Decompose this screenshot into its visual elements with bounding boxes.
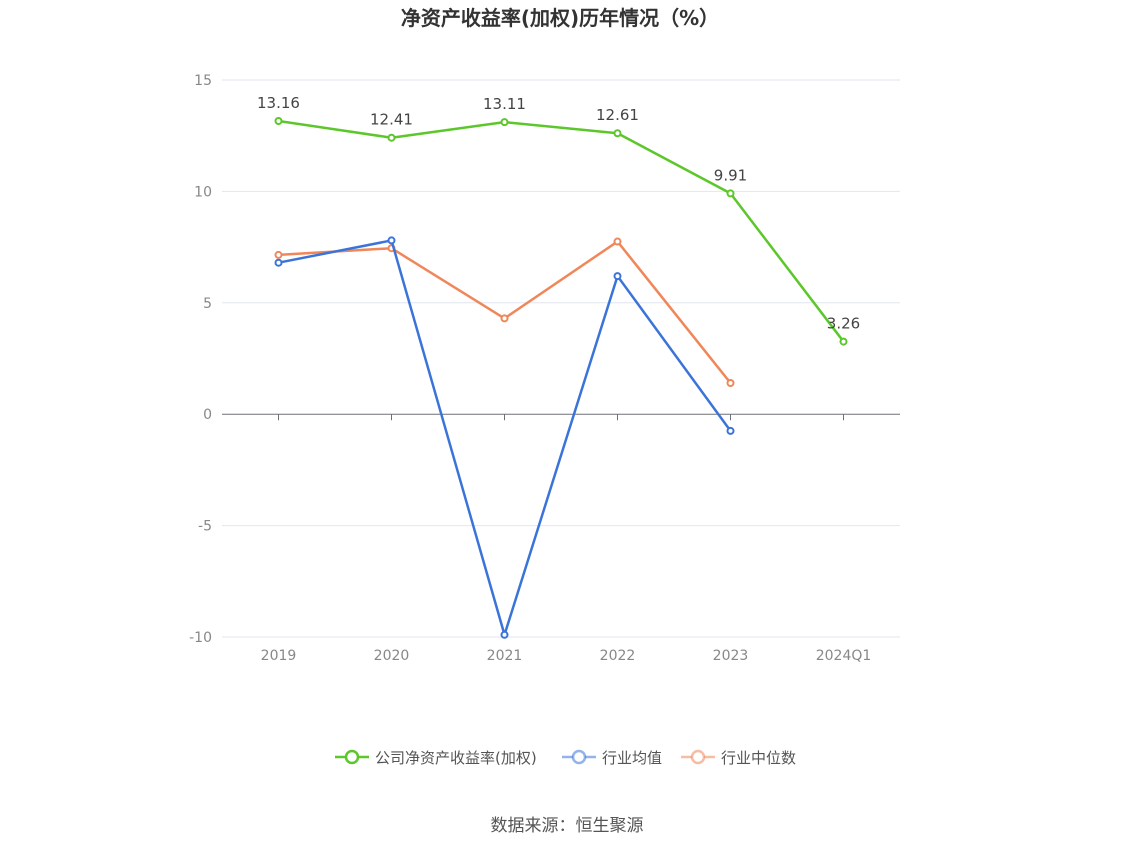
- legend-marker: [690, 749, 706, 765]
- data-point: [500, 314, 509, 323]
- chart-title: 净资产收益率(加权)历年情况（%）: [401, 6, 719, 30]
- legend: 公司净资产收益率(加权) 行业均值 行业中位数: [335, 749, 796, 767]
- data-labels: 13.16 12.41 13.11 12.61 9.91 3.26: [257, 94, 860, 333]
- legend-item[interactable]: 公司净资产收益率(加权): [335, 749, 537, 767]
- data-point: [726, 426, 735, 435]
- data-point: [500, 630, 509, 639]
- legend-label: 行业均值: [602, 749, 662, 767]
- x-tick-label: 2024Q1: [816, 648, 872, 664]
- data-point: [839, 337, 848, 346]
- data-point: [613, 129, 622, 138]
- legend-label: 公司净资产收益率(加权): [375, 749, 537, 767]
- x-axis: 2019 2020 2021 2022 2023 2024Q1: [222, 413, 900, 664]
- y-tick-label: -5: [198, 519, 212, 535]
- data-label: 9.91: [714, 166, 747, 184]
- legend-marker: [344, 749, 360, 765]
- x-tick-label: 2021: [487, 648, 523, 664]
- data-point: [500, 118, 509, 127]
- x-tick-label: 2020: [374, 648, 410, 664]
- x-tick-label: 2023: [713, 648, 749, 664]
- y-tick-label: 10: [194, 184, 212, 200]
- data-label: 13.11: [483, 95, 526, 113]
- legend-label: 行业中位数: [721, 749, 796, 767]
- x-tick-label: 2022: [600, 648, 636, 664]
- y-axis: 15 10 5 0 -5 -10: [189, 73, 212, 646]
- data-point: [274, 250, 283, 259]
- data-point: [387, 236, 396, 245]
- x-tick-label: 2019: [261, 648, 297, 664]
- data-point: [387, 133, 396, 142]
- legend-item[interactable]: 行业均值: [562, 749, 662, 767]
- y-tick-label: 0: [203, 407, 212, 423]
- data-label: 12.61: [596, 106, 639, 124]
- data-point: [726, 379, 735, 388]
- y-tick-label: 15: [194, 73, 212, 89]
- legend-item[interactable]: 行业中位数: [681, 749, 796, 767]
- data-point: [726, 189, 735, 198]
- y-tick-label: -10: [189, 630, 212, 646]
- legend-marker: [571, 749, 587, 765]
- grid: [222, 79, 900, 638]
- y-tick-label: 5: [203, 296, 212, 312]
- series-line: [278, 240, 732, 384]
- data-label: 3.26: [827, 315, 860, 333]
- data-point: [274, 258, 283, 267]
- series-line: [278, 119, 845, 343]
- source-note: 数据来源：恒生聚源: [491, 816, 644, 836]
- data-point: [613, 272, 622, 281]
- data-point: [613, 237, 622, 246]
- data-label: 12.41: [370, 111, 413, 129]
- series-layer: [274, 116, 848, 639]
- data-point: [274, 116, 283, 125]
- data-label: 13.16: [257, 94, 300, 112]
